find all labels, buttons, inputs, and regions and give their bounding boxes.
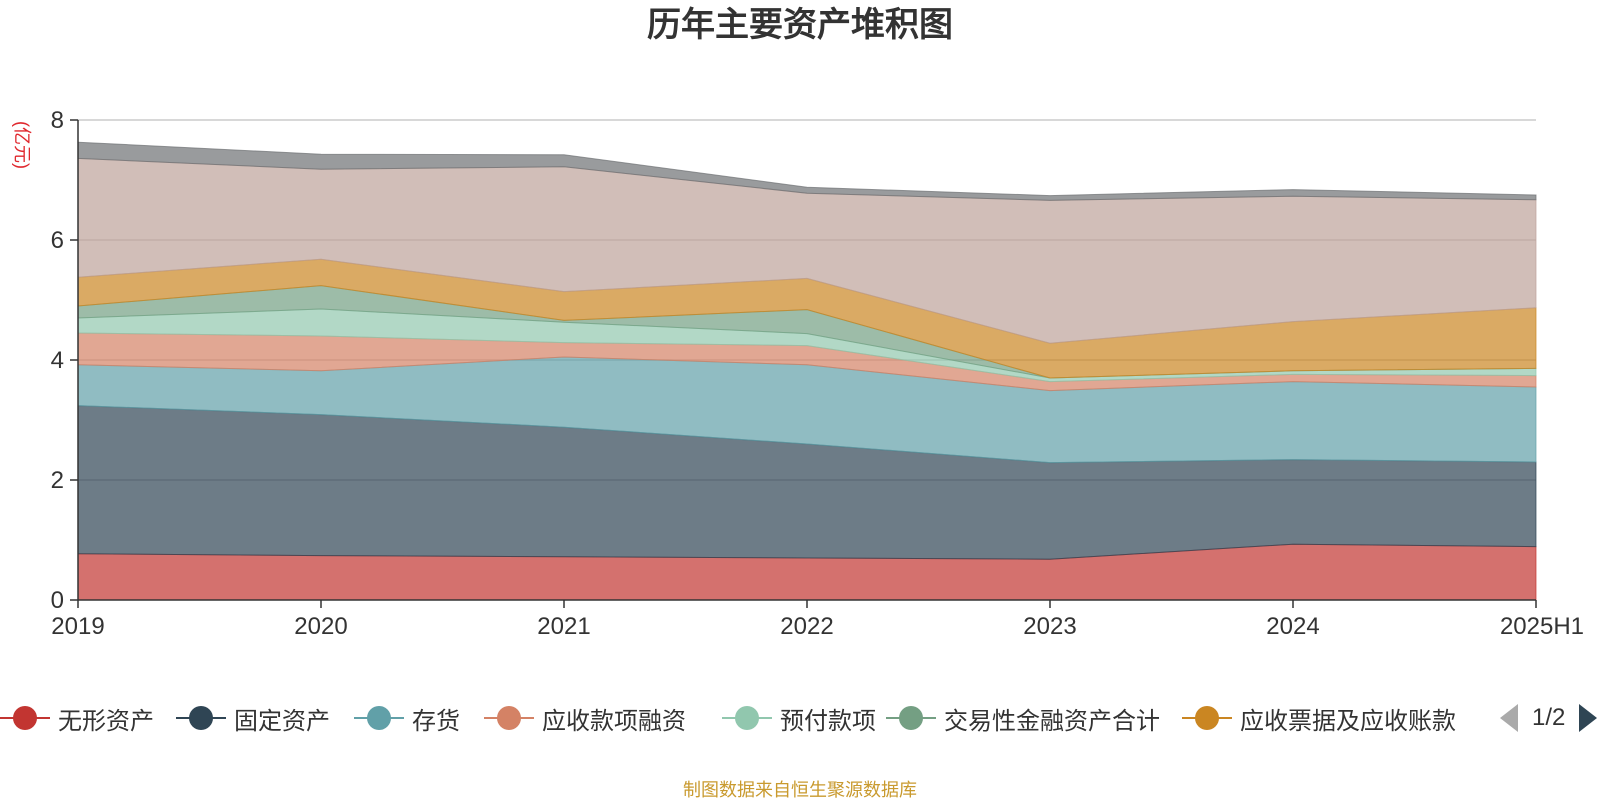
legend-item-6[interactable]: 交易性金融资产合计 bbox=[886, 700, 1160, 736]
legend-swatch-icon bbox=[354, 700, 404, 736]
x-tick-label: 2019 bbox=[51, 613, 104, 640]
data-source-note: 制图数据来自恒生聚源数据库 bbox=[683, 780, 917, 800]
legend-swatch-icon bbox=[176, 700, 226, 736]
legend-label: 应收票据及应收账款 bbox=[1240, 707, 1456, 735]
legend-label: 应收款项融资 bbox=[542, 707, 686, 735]
x-tick-label: 2024 bbox=[1266, 613, 1319, 640]
legend-page-indicator: 1/2 bbox=[1532, 704, 1566, 731]
legend-label: 预付款项 bbox=[780, 707, 876, 735]
legend-pager: 1/2 bbox=[1500, 700, 1598, 736]
x-tick-label: 2021 bbox=[537, 613, 590, 640]
x-tick-label: 2023 bbox=[1023, 613, 1076, 640]
legend-item-4[interactable]: 应收款项融资 bbox=[484, 700, 686, 736]
legend-swatch-icon bbox=[484, 700, 534, 736]
legend-item-2[interactable]: 固定资产 bbox=[176, 700, 330, 736]
area-series-9 bbox=[77, 141, 1537, 201]
legend-swatch-icon bbox=[886, 700, 936, 736]
legend-label: 固定资产 bbox=[234, 707, 330, 735]
legend-swatch-icon bbox=[722, 700, 772, 736]
legend-label: 无形资产 bbox=[58, 707, 154, 735]
legend-prev-page-icon[interactable] bbox=[1500, 704, 1518, 732]
x-tick-label: 2020 bbox=[294, 613, 347, 640]
legend-next-page-icon[interactable] bbox=[1579, 704, 1598, 732]
axes: 0 2 4 6 8 2019 2020 2021 2022 2023 2024 2025H1 bbox=[51, 107, 1584, 640]
y-tick-label: 6 bbox=[51, 227, 64, 254]
legend-label: 存货 bbox=[412, 707, 460, 735]
legend-item-7[interactable]: 应收票据及应收账款 bbox=[1182, 700, 1456, 736]
x-tick-label: 2022 bbox=[780, 613, 833, 640]
legend-item-3[interactable]: 存货 bbox=[354, 700, 460, 736]
stacked-areas bbox=[77, 141, 1537, 601]
x-tick-label: 2025H1 bbox=[1500, 613, 1584, 640]
legend-swatch-icon bbox=[1182, 700, 1232, 736]
legend-item-5[interactable]: 预付款项 bbox=[722, 700, 876, 736]
y-tick-label: 0 bbox=[51, 587, 64, 614]
y-axis-unit-label: (亿元) bbox=[12, 121, 32, 169]
legend-item-1[interactable]: 无形资产 bbox=[0, 700, 154, 736]
legend-label: 交易性金融资产合计 bbox=[944, 707, 1160, 735]
chart-title: 历年主要资产堆积图 bbox=[647, 6, 953, 44]
legend: 无形资产 固定资产 存货 应收款项融资 预付款项 交易性金融资产合计 应收票据及应收账款 bbox=[0, 700, 1600, 736]
y-tick-label: 8 bbox=[51, 107, 64, 134]
y-tick-label: 2 bbox=[51, 467, 64, 494]
y-tick-label: 4 bbox=[51, 347, 64, 374]
legend-swatch-icon bbox=[0, 700, 50, 736]
